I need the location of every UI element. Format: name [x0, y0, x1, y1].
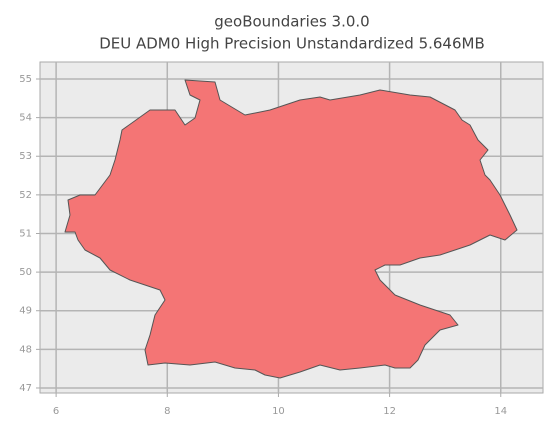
y-tick-label: 55 — [19, 74, 32, 85]
y-tick-label: 50 — [19, 267, 32, 278]
x-tick-label: 6 — [53, 406, 59, 417]
x-tick-label: 14 — [494, 406, 507, 417]
y-tick-label: 51 — [19, 228, 32, 239]
y-tick-label: 48 — [19, 344, 32, 355]
y-tick-label: 52 — [19, 190, 32, 201]
x-tick-label: 8 — [164, 406, 170, 417]
country-shape — [64, 79, 518, 379]
y-tick-label: 47 — [19, 383, 32, 394]
y-tick-label: 49 — [19, 306, 32, 317]
y-tick-label: 53 — [19, 151, 32, 162]
x-tick-label: 10 — [272, 406, 285, 417]
chart-subtitle: DEU ADM0 High Precision Unstandardized 5… — [99, 35, 485, 53]
x-tick-label: 12 — [383, 406, 396, 417]
y-tick-label: 54 — [19, 113, 32, 124]
chart-title: geoBoundaries 3.0.0 — [214, 13, 369, 31]
